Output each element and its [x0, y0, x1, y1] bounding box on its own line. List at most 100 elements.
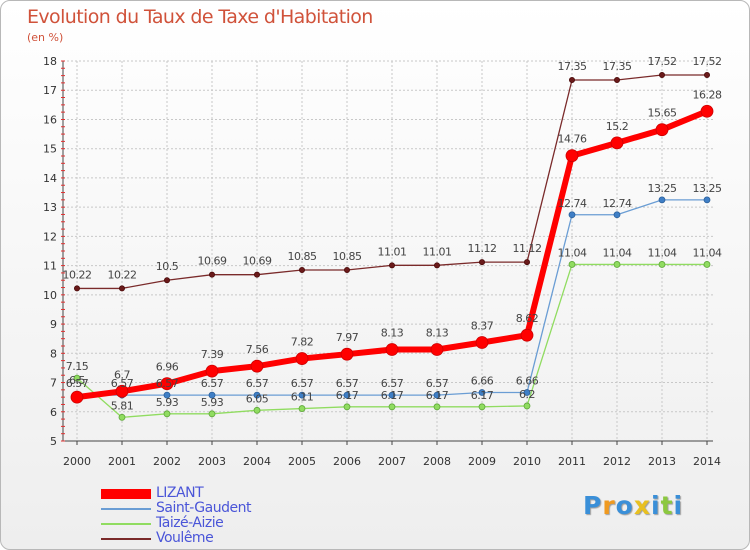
data-label-lizant: 8.62 — [516, 312, 539, 325]
data-label-saint-gaudent: 6.66 — [471, 374, 494, 387]
data-label-voul-me: 10.85 — [288, 250, 317, 263]
data-point-voul-me — [614, 77, 621, 84]
x-tick-label: 2003 — [198, 455, 226, 468]
data-point-taize-aizie — [163, 410, 171, 418]
data-label-lizant: 8.13 — [426, 327, 449, 340]
x-tick-label: 2013 — [648, 455, 676, 468]
data-label-taize-aizie: 5.93 — [201, 396, 224, 409]
data-point-lizant — [565, 149, 579, 163]
logo-letter: t — [660, 491, 674, 520]
data-label-saint-gaudent: 6.57 — [246, 377, 269, 390]
data-label-taize-aizie: 6.11 — [291, 391, 314, 404]
x-tick-label: 2007 — [378, 455, 406, 468]
data-label-taize-aizie: 6.05 — [246, 392, 269, 405]
data-label-lizant: 8.13 — [381, 327, 404, 340]
data-point-saint-gaudent — [163, 391, 171, 399]
data-point-saint-gaudent — [388, 391, 396, 399]
x-tick-label: 2005 — [288, 455, 316, 468]
x-tick-label: 2006 — [333, 455, 361, 468]
data-point-lizant — [160, 377, 174, 391]
data-point-lizant — [700, 104, 714, 118]
data-label-saint-gaudent: 6.57 — [201, 377, 224, 390]
legend-swatch-vouleme — [101, 538, 151, 540]
y-tick-label: 5 — [50, 435, 57, 448]
data-label-voul-me: 11.01 — [378, 245, 407, 258]
data-label-lizant: 7.56 — [246, 343, 269, 356]
data-point-lizant — [520, 328, 534, 342]
y-tick-label: 18 — [43, 55, 57, 68]
legend-item-saint-gaudent: Saint-Gaudent — [101, 500, 331, 517]
y-axis-unit-label: (en %) — [27, 31, 64, 44]
data-label-voul-me: 10.22 — [108, 268, 137, 281]
data-point-voul-me — [659, 72, 666, 79]
data-label-voul-me: 10.22 — [63, 268, 92, 281]
data-point-saint-gaudent — [208, 391, 216, 399]
data-label-voul-me: 17.35 — [603, 60, 632, 73]
legend-item-lizant: LIZANT — [101, 485, 331, 502]
data-point-taize-aizie — [343, 403, 351, 411]
y-tick-label: 7 — [50, 377, 57, 390]
legend-label-saint-gaudent: Saint-Gaudent — [156, 500, 251, 516]
data-point-saint-gaudent — [568, 211, 576, 219]
x-tick-label: 2004 — [243, 455, 271, 468]
data-label-saint-gaudent: 12.74 — [558, 197, 587, 210]
data-point-taize-aizie — [253, 406, 261, 414]
data-point-lizant — [70, 390, 84, 404]
logo-letter: i — [673, 491, 684, 520]
data-point-lizant — [115, 384, 129, 398]
data-point-voul-me — [298, 266, 305, 273]
data-label-taize-aizie: 6.2 — [519, 388, 535, 401]
data-point-voul-me — [74, 285, 81, 292]
data-label-voul-me: 17.35 — [558, 60, 587, 73]
data-label-taize-aizie: 5.93 — [156, 396, 179, 409]
data-label-taize-aizie: 7.15 — [66, 360, 89, 373]
data-point-voul-me — [163, 277, 170, 284]
data-label-lizant: 15.2 — [606, 120, 629, 133]
legend-swatch-saint-gaudent — [101, 508, 151, 510]
data-label-voul-me: 17.52 — [693, 55, 722, 68]
data-point-saint-gaudent — [298, 391, 306, 399]
data-label-saint-gaudent: 6.57 — [111, 377, 134, 390]
data-label-lizant: 8.37 — [471, 319, 494, 332]
chart-title: Evolution du Taux de Taxe d'Habitation — [27, 6, 373, 28]
data-point-voul-me — [208, 271, 215, 278]
y-tick-label: 6 — [50, 406, 57, 419]
data-point-saint-gaudent — [433, 391, 441, 399]
y-tick-label: 13 — [43, 201, 57, 214]
y-tick-label: 12 — [43, 230, 57, 243]
data-point-voul-me — [704, 72, 711, 79]
data-label-voul-me: 10.85 — [333, 250, 362, 263]
data-label-lizant: 6.96 — [156, 361, 179, 374]
data-label-saint-gaudent: 12.74 — [603, 197, 632, 210]
legend-label-taize-aizie: Taizé-Aizie — [156, 515, 224, 531]
x-tick-label: 2012 — [603, 455, 631, 468]
data-point-saint-gaudent — [523, 389, 531, 396]
x-tick-label: 2014 — [693, 455, 721, 468]
x-tick-label: 2002 — [153, 455, 181, 468]
data-label-lizant: 7.39 — [201, 348, 224, 361]
data-label-saint-gaudent: 6.57 — [336, 377, 359, 390]
data-point-voul-me — [524, 259, 531, 266]
chart-legend: LIZANT Saint-Gaudent Taizé-Aizie Voulême — [101, 485, 331, 547]
data-point-taize-aizie — [478, 403, 486, 411]
data-point-lizant — [385, 343, 399, 356]
data-point-taize-aizie — [208, 410, 216, 418]
data-point-taize-aizie — [703, 261, 711, 268]
data-point-voul-me — [119, 285, 126, 292]
data-point-saint-gaudent — [343, 391, 351, 399]
y-tick-label: 8 — [50, 347, 57, 360]
y-tick-label: 17 — [43, 84, 57, 97]
legend-item-taize-aizie: Taizé-Aizie — [101, 515, 331, 532]
data-point-lizant — [475, 336, 489, 349]
data-label-saint-gaudent: 6.57 — [291, 377, 314, 390]
data-point-voul-me — [343, 266, 350, 273]
logo-letter: r — [602, 491, 616, 520]
data-label-saint-gaudent: 6.66 — [516, 374, 539, 387]
logo-letter: o — [615, 491, 634, 520]
data-point-lizant — [655, 123, 669, 137]
data-label-saint-gaudent: 6.57 — [156, 377, 179, 390]
data-point-taize-aizie — [388, 403, 396, 411]
data-label-voul-me: 17.52 — [648, 55, 677, 68]
